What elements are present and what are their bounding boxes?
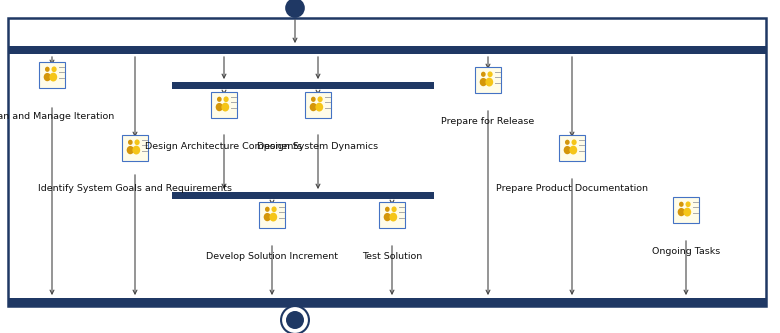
Ellipse shape <box>565 140 569 145</box>
Bar <box>305 92 331 118</box>
Ellipse shape <box>311 97 316 102</box>
Text: Design System Dynamics: Design System Dynamics <box>257 142 378 151</box>
Bar <box>8 46 766 54</box>
Ellipse shape <box>224 97 229 102</box>
Ellipse shape <box>265 207 270 212</box>
Ellipse shape <box>317 97 323 102</box>
Bar <box>211 92 237 118</box>
Ellipse shape <box>51 66 57 72</box>
Ellipse shape <box>488 71 493 77</box>
Bar <box>8 18 766 306</box>
Ellipse shape <box>683 208 691 216</box>
Ellipse shape <box>679 202 683 207</box>
Ellipse shape <box>128 140 133 145</box>
Bar <box>8 298 766 306</box>
Ellipse shape <box>310 103 317 111</box>
Ellipse shape <box>44 73 51 81</box>
Circle shape <box>281 306 309 333</box>
Ellipse shape <box>222 103 229 112</box>
Bar <box>673 197 699 223</box>
Text: Ongoing Tasks: Ongoing Tasks <box>652 247 720 256</box>
Ellipse shape <box>134 140 140 145</box>
Ellipse shape <box>45 67 50 72</box>
Bar <box>559 135 585 161</box>
Text: Design Architecture Components: Design Architecture Components <box>145 142 303 151</box>
Text: Prepare Product Documentation: Prepare Product Documentation <box>496 184 648 193</box>
Circle shape <box>286 311 304 329</box>
Ellipse shape <box>481 72 486 77</box>
Bar <box>39 62 65 88</box>
Bar <box>259 202 285 228</box>
Text: Plan and Manage Iteration: Plan and Manage Iteration <box>0 112 115 121</box>
Text: Test Solution: Test Solution <box>362 252 422 261</box>
Ellipse shape <box>264 213 271 221</box>
Ellipse shape <box>392 206 397 212</box>
Ellipse shape <box>572 140 576 145</box>
Ellipse shape <box>385 207 390 212</box>
Ellipse shape <box>384 213 391 221</box>
Bar <box>172 192 434 199</box>
Ellipse shape <box>569 146 577 155</box>
Ellipse shape <box>678 208 685 216</box>
Ellipse shape <box>315 103 323 112</box>
Ellipse shape <box>480 78 487 86</box>
Bar <box>475 67 501 93</box>
Text: Develop Solution Increment: Develop Solution Increment <box>206 252 338 261</box>
Ellipse shape <box>269 213 277 221</box>
Ellipse shape <box>126 146 134 154</box>
Text: Identify System Goals and Requirements: Identify System Goals and Requirements <box>38 184 232 193</box>
Ellipse shape <box>389 213 397 221</box>
Bar <box>172 82 434 89</box>
Ellipse shape <box>271 206 277 212</box>
Ellipse shape <box>686 201 690 207</box>
Bar <box>379 202 405 228</box>
Ellipse shape <box>217 97 222 102</box>
Ellipse shape <box>216 103 223 111</box>
Ellipse shape <box>485 78 493 87</box>
Ellipse shape <box>49 73 57 82</box>
Ellipse shape <box>564 146 571 154</box>
Circle shape <box>286 0 304 17</box>
Text: Prepare for Release: Prepare for Release <box>441 117 534 126</box>
Bar <box>122 135 148 161</box>
Ellipse shape <box>133 146 140 155</box>
